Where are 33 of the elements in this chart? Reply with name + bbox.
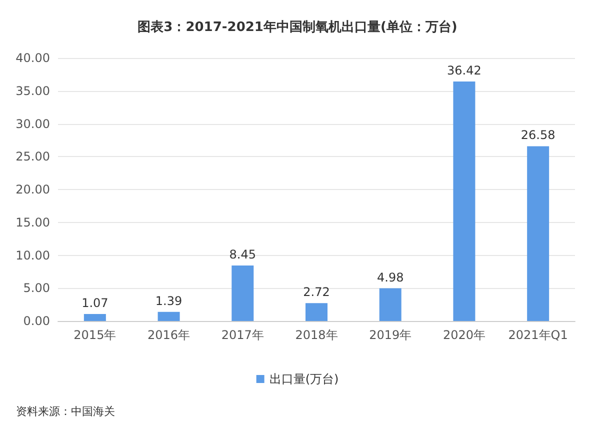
data-label: 2.72: [303, 285, 330, 300]
x-tick-label: 2019年: [369, 328, 412, 342]
y-tick-label: 0.00: [23, 314, 50, 328]
data-label: 8.45: [229, 247, 256, 262]
x-tick-label: 2016年: [148, 328, 190, 342]
bar: [232, 265, 254, 321]
y-tick-label: 5.00: [23, 281, 50, 296]
data-label: 26.58: [520, 128, 556, 142]
x-tick-label: 2015年: [74, 328, 116, 342]
bar: [158, 312, 180, 321]
bar: [379, 288, 402, 321]
y-tick-label: 10.00: [16, 248, 50, 262]
chart-title: 图表3：2017-2021年中国制氧机出口量(单位：万台): [138, 19, 458, 35]
y-tick-label: 35.00: [16, 84, 50, 98]
bar: [527, 146, 550, 321]
data-label: 1.39: [155, 294, 182, 308]
y-tick-label: 20.00: [16, 182, 50, 196]
bar: [84, 314, 106, 321]
data-label: 36.42: [447, 64, 482, 78]
text: 资料来源：中国海关: [16, 405, 115, 418]
y-tick-label: 30.00: [16, 116, 50, 131]
data-label: 4.98: [377, 270, 404, 284]
y-tick-label: 15.00: [16, 215, 50, 230]
legend-label: 出口量(万台): [269, 372, 339, 386]
data-label: 1.07: [82, 296, 108, 310]
x-tick-label: 2018年: [295, 328, 338, 342]
bar: [453, 82, 476, 321]
bar: [306, 303, 328, 321]
x-tick-label: 2021年Q1: [508, 328, 568, 342]
x-tick-label: 2017年: [221, 328, 264, 342]
x-tick-label: 2020年: [442, 328, 486, 342]
y-tick-label: 25.00: [16, 150, 50, 164]
y-tick-label: 40.00: [16, 51, 50, 65]
